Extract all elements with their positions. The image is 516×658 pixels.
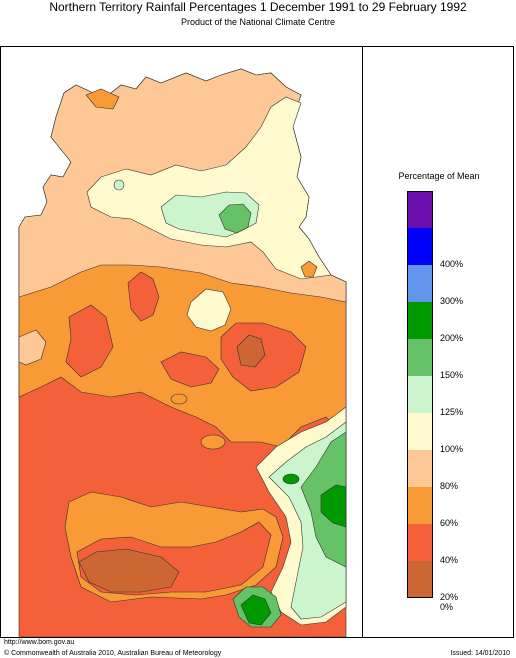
zone-20-40-north (127, 271, 160, 322)
island-melville (85, 88, 120, 110)
legend-label: 150% (440, 370, 464, 380)
legend-label: 0% (440, 602, 454, 612)
legend-title: Percentage of Mean (398, 171, 480, 181)
legend-swatch (407, 487, 433, 524)
legend-label: 60% (440, 518, 459, 528)
legend-swatch (407, 228, 433, 265)
legend-label: 400% (440, 259, 464, 269)
zone-40-60-spot2 (200, 434, 226, 450)
zone-125-150 (218, 203, 252, 234)
legend-swatch (407, 561, 433, 598)
legend-label: 80% (440, 481, 459, 491)
zone-80-100 (86, 96, 332, 280)
zone-20-40-west (65, 304, 114, 378)
legend-label: 40% (440, 555, 459, 565)
legend-divider (362, 46, 363, 638)
legend-swatch (407, 302, 433, 339)
zone-150-200-south (240, 594, 272, 626)
legend-swatch (407, 413, 433, 450)
footer-issued: Issued: 14/01/2010 (450, 650, 510, 657)
map-title: Northern Territory Rainfall Percentages … (49, 0, 467, 14)
legend-swatch (407, 524, 433, 561)
legend-swatch (407, 376, 433, 413)
legend-label: 100% (440, 444, 464, 454)
zone-80-100-interior (186, 288, 232, 332)
zone-150-200-east (320, 484, 347, 528)
map-subtitle: Product of the National Climate Centre (180, 17, 336, 27)
zone-150-200-spot (282, 473, 300, 485)
zone-20-40-mid (160, 351, 220, 388)
legend-swatch (407, 339, 433, 376)
zone-60-80-west (18, 329, 47, 366)
rainfall-map (18, 68, 347, 637)
legend-label: 20% (440, 592, 459, 602)
island-groote (300, 260, 318, 278)
legend-swatch (407, 265, 433, 302)
legend-swatch (407, 450, 433, 487)
legend-label: 300% (440, 296, 464, 306)
map-frame (0, 46, 514, 638)
zone-0-20-south (78, 548, 180, 593)
footer-url[interactable]: http://www.bom.gov.au (4, 639, 75, 646)
legend-label: 125% (440, 407, 464, 417)
zone-0-20-center (236, 334, 266, 368)
footer-copyright: © Commonwealth of Australia 2010, Austra… (4, 650, 222, 657)
legend-label: 200% (440, 333, 464, 343)
zone-100-125-coast (113, 179, 125, 191)
zone-40-60-spot1 (170, 393, 188, 405)
legend-swatch (407, 191, 433, 228)
